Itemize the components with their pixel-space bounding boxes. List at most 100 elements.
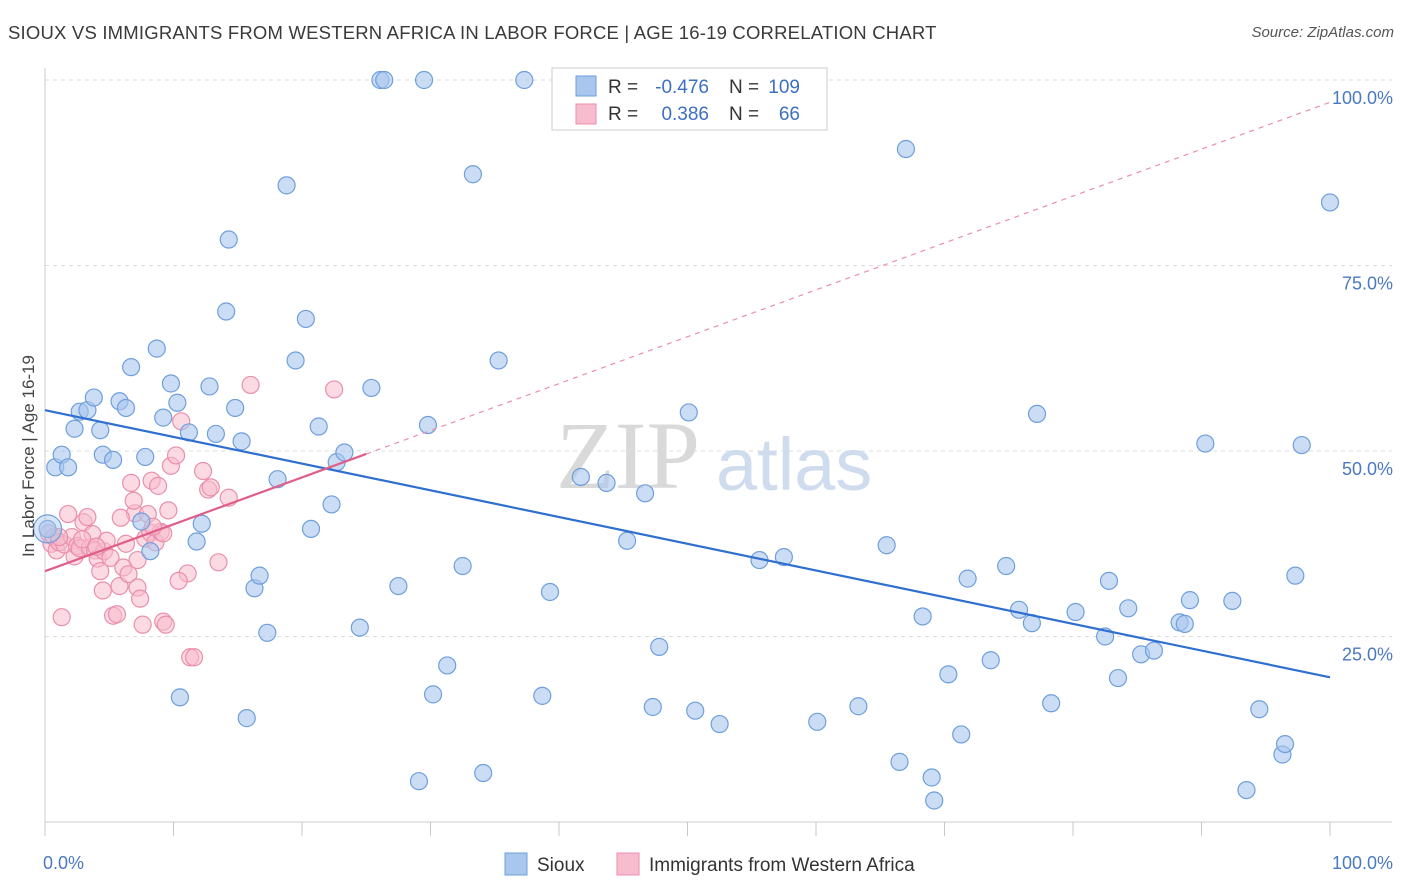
point-sioux: [136, 447, 155, 467]
point-sioux: [32, 514, 63, 544]
y-tick-label: 100.0%: [1332, 88, 1393, 108]
point-sioux: [423, 685, 443, 704]
point-sioux: [350, 618, 369, 637]
point-sioux: [952, 725, 971, 744]
point-sioux: [418, 415, 438, 435]
point-western-africa: [124, 491, 143, 510]
trend-line-western-africa-extension: [366, 101, 1331, 455]
point-sioux: [414, 70, 434, 90]
point-sioux: [38, 519, 57, 539]
point-sioux: [997, 556, 1016, 576]
point-western-africa: [148, 476, 168, 495]
point-sioux: [59, 458, 78, 477]
legend-swatch-western-africa: [575, 103, 597, 125]
legend-n-value-sioux: 109: [768, 77, 800, 98]
watermark: ZIP atlas: [556, 402, 872, 509]
point-sioux: [187, 532, 206, 551]
point-sioux: [219, 230, 238, 249]
point-sioux: [650, 637, 669, 656]
legend-r-value-western-africa: 0.386: [661, 104, 709, 125]
point-sioux: [147, 339, 166, 358]
point-sioux: [679, 403, 698, 422]
point-sioux: [322, 495, 341, 514]
legend-n-value-western-africa: 66: [779, 104, 800, 125]
point-sioux: [939, 665, 958, 684]
point-sioux: [618, 531, 637, 550]
point-western-africa: [73, 530, 92, 549]
point-sioux: [1275, 734, 1295, 754]
series-legend: Sioux Immigrants from Western Africa: [504, 852, 915, 876]
point-sioux: [258, 623, 277, 642]
point-sioux: [268, 470, 287, 489]
point-western-africa: [93, 581, 112, 600]
x-tick-label-max: 100.0%: [1332, 853, 1393, 873]
point-sioux: [981, 651, 1000, 670]
point-sioux: [925, 791, 944, 810]
point-sioux: [540, 582, 560, 602]
point-western-africa: [111, 508, 130, 527]
point-sioux: [1250, 700, 1269, 719]
y-tick-label: 75.0%: [1342, 274, 1393, 294]
point-sioux: [635, 484, 655, 503]
point-sioux: [121, 358, 141, 377]
point-sioux: [217, 302, 236, 321]
point-sioux: [409, 772, 429, 791]
point-sioux: [877, 536, 896, 555]
trend-line-western-africa: [44, 452, 367, 573]
point-western-africa: [107, 605, 127, 624]
point-sioux: [1292, 435, 1311, 455]
point-sioux: [296, 309, 315, 329]
point-sioux: [438, 656, 457, 675]
point-sioux: [309, 417, 328, 436]
legend-r-label-western-africa: R =: [608, 104, 638, 125]
trend-lines: [44, 101, 1331, 679]
point-western-africa: [193, 461, 213, 481]
correlation-legend: R = -0.476 N = 109 R = 0.386 N = 66: [551, 67, 828, 131]
tick-labels: 25.0% 50.0% 75.0% 100.0% 0.0% 100.0%: [43, 88, 1393, 873]
point-sioux: [104, 450, 123, 470]
point-sioux: [922, 768, 941, 787]
point-western-africa: [121, 473, 141, 493]
point-western-africa: [91, 562, 110, 581]
point-sioux: [335, 443, 354, 462]
grid-lines: [45, 79, 1392, 637]
x-tick-label-min: 0.0%: [43, 853, 84, 873]
point-sioux: [1320, 193, 1340, 212]
point-western-africa: [52, 608, 71, 627]
point-western-africa: [241, 375, 260, 395]
point-sioux: [958, 569, 977, 588]
bottom-legend-swatch-western-africa: [616, 852, 640, 876]
point-sioux: [1237, 780, 1256, 800]
legend-n-label-western-africa: N =: [729, 104, 759, 125]
point-sioux: [515, 70, 534, 90]
point-sioux: [1009, 600, 1029, 619]
point-sioux: [1099, 571, 1119, 590]
point-sioux: [463, 165, 483, 184]
legend-swatch-sioux: [575, 75, 597, 97]
axes: [44, 68, 1392, 836]
point-western-africa: [325, 380, 344, 399]
chart-source: Source: ZipAtlas.com: [1251, 24, 1394, 41]
point-sioux: [375, 70, 394, 90]
point-sioux: [1042, 694, 1061, 713]
point-sioux: [91, 421, 110, 440]
point-western-africa: [209, 553, 228, 572]
point-sioux: [1286, 566, 1305, 585]
point-sioux: [597, 473, 616, 493]
point-western-africa: [59, 504, 78, 524]
point-sioux: [65, 419, 84, 438]
y-tick-label: 25.0%: [1342, 645, 1393, 665]
point-western-africa: [133, 615, 152, 634]
point-sioux: [1196, 434, 1215, 453]
y-axis-title: In Labor Force | Age 16-19: [19, 355, 38, 557]
point-sioux: [226, 398, 245, 418]
point-sioux: [389, 576, 408, 596]
point-sioux: [132, 512, 151, 531]
point-western-africa: [159, 501, 178, 520]
point-western-africa: [78, 507, 97, 527]
point-western-africa: [156, 615, 175, 634]
point-sioux: [168, 393, 187, 412]
point-western-africa: [201, 478, 220, 497]
point-sioux: [453, 556, 472, 576]
